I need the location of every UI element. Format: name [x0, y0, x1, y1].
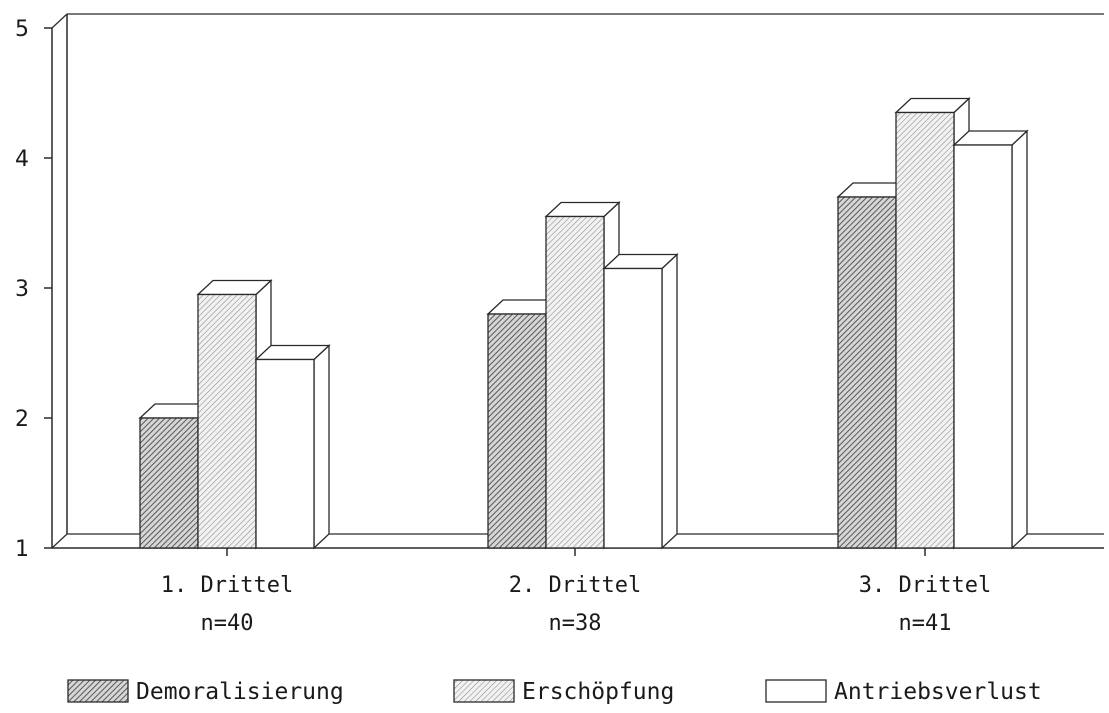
- bar-front-face: [545, 215, 605, 549]
- bar-front-face: [953, 144, 1013, 549]
- bar-front-face: [255, 358, 315, 549]
- bar-3-2: [602, 253, 679, 550]
- legend-swatch: [67, 679, 129, 703]
- y-tick-label: 4: [15, 147, 29, 172]
- bars: [138, 97, 1029, 550]
- category-label: 2. Drittel: [509, 573, 641, 598]
- bar-front-face: [837, 196, 897, 549]
- y-tick-label: 2: [15, 407, 29, 432]
- back-wall-top-corner: [51, 13, 68, 29]
- bar-front-face: [139, 417, 199, 549]
- category-count-label: n=41: [899, 611, 952, 636]
- legend-swatch: [453, 679, 515, 703]
- bar-front-face: [487, 313, 547, 549]
- bar-3-1: [254, 344, 331, 550]
- bar-side-face: [661, 253, 678, 550]
- y-axis: 1 2 3 4 5: [15, 17, 52, 562]
- legend-label: Antriebsverlust: [834, 679, 1042, 705]
- x-axis: 1. Drittel n=40 2. Drittel n=38 3. Drittel n=…: [161, 548, 991, 636]
- legend: Demoralisierung Erschöpfung Antriebsverlus…: [67, 679, 1042, 705]
- y-tick-label: 5: [15, 17, 29, 42]
- bar-front-face: [197, 293, 257, 549]
- bar-front-face: [603, 267, 663, 549]
- bar-side-face: [313, 344, 330, 550]
- legend-swatch: [765, 679, 827, 703]
- legend-item: Erschöpfung: [453, 679, 674, 705]
- category-label: 3. Drittel: [859, 573, 991, 598]
- bar-side-face: [1011, 129, 1028, 550]
- bar-front-face: [895, 111, 955, 549]
- category-count-label: n=38: [549, 611, 602, 636]
- category-label: 1. Drittel: [161, 573, 293, 598]
- legend-label: Erschöpfung: [522, 679, 674, 705]
- legend-item: Antriebsverlust: [765, 679, 1042, 705]
- floor-left-corner: [51, 533, 68, 549]
- legend-item: Demoralisierung: [67, 679, 344, 705]
- bar-3-3: [952, 129, 1029, 550]
- category-count-label: n=40: [201, 611, 254, 636]
- legend-label: Demoralisierung: [136, 679, 344, 705]
- y-tick-label: 3: [15, 277, 29, 302]
- y-tick-label: 1: [15, 537, 29, 562]
